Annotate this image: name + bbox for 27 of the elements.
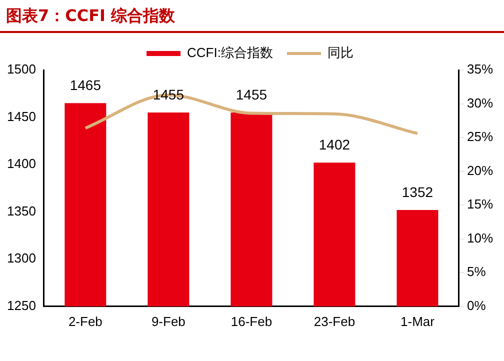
y-tick-label: 1300 [7,250,36,266]
y2-tick-label: 5% [466,264,486,280]
y2-tick-label: 30% [466,95,494,110]
data-label: 1455 [236,86,268,102]
data-label: 1455 [152,86,184,102]
y2-tick-label: 20% [466,162,494,178]
y2-tick-label: 25% [466,129,494,144]
y-tick-label: 1450 [7,108,36,124]
x-tick-label: 1-Mar [400,314,436,329]
y2-tick-label: 15% [466,196,494,212]
y-tick-label: 1350 [7,203,36,218]
legend-label: CCFI:综合指数 [187,45,273,60]
y2-tick-label: 0% [466,298,486,313]
y-tick-label: 1250 [7,298,36,313]
y-tick-label: 1500 [7,62,36,77]
x-tick-label: 16-Feb [230,314,272,329]
data-label: 1465 [70,76,102,93]
y-tick-label: 1400 [7,156,36,172]
y2-tick-label: 10% [466,230,494,246]
chart-title: 图表7：CCFI 综合指数 [0,0,504,33]
x-tick-label: 23-Feb [314,314,356,329]
y2-tick-label: 35% [466,62,494,77]
legend-label: 同比 [327,45,354,60]
x-tick-label: 9-Feb [151,314,186,329]
data-label: 1402 [318,136,350,153]
data-label: 1352 [402,184,434,200]
x-tick-label: 2-Feb [68,314,102,329]
